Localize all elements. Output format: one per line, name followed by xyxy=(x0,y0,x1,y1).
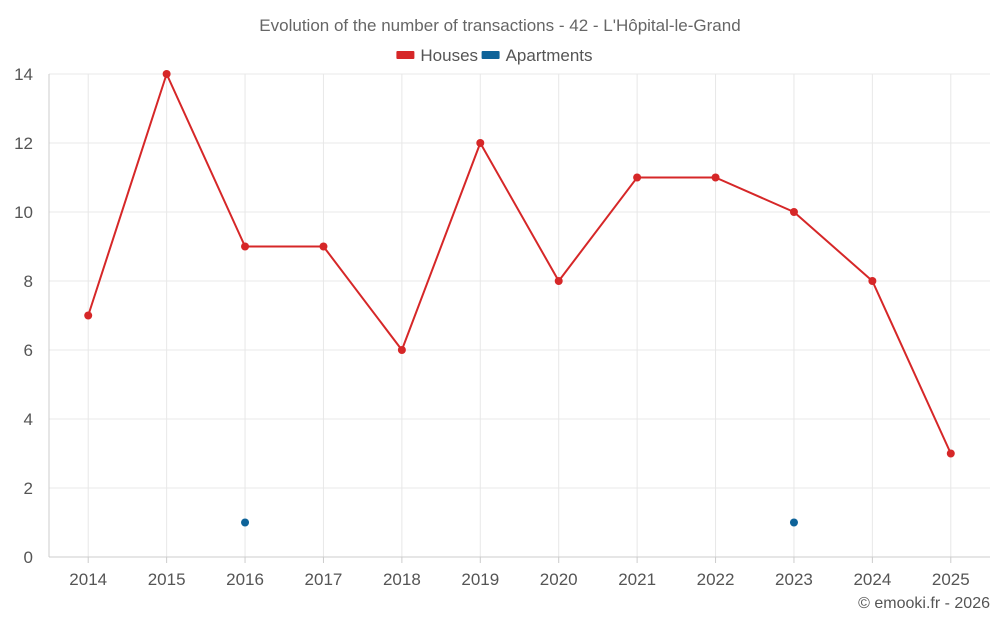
credit: © emooki.fr - 2026 xyxy=(858,595,990,612)
data-point[interactable] xyxy=(397,346,406,354)
legend-label: Houses xyxy=(420,46,478,65)
legend-item-apartments[interactable]: Apartments xyxy=(481,46,593,65)
data-point[interactable] xyxy=(241,518,250,527)
y-tick-label: 6 xyxy=(24,341,33,360)
data-point[interactable] xyxy=(789,208,798,216)
series-houses xyxy=(84,70,955,458)
legend-swatch xyxy=(481,51,500,59)
data-point[interactable] xyxy=(554,277,563,285)
y-tick-label: 10 xyxy=(14,203,33,222)
data-point[interactable] xyxy=(319,242,328,251)
data-point[interactable] xyxy=(241,242,250,251)
x-tick-label: 2015 xyxy=(148,570,186,589)
legend: Houses Apartments xyxy=(396,46,593,65)
data-point[interactable] xyxy=(633,173,642,182)
data-point[interactable] xyxy=(84,311,93,320)
y-tick-label: 4 xyxy=(24,410,33,429)
y-tick-label: 0 xyxy=(24,548,33,567)
x-tick-label: 2023 xyxy=(775,570,813,589)
legend-item-houses[interactable]: Houses xyxy=(396,46,478,65)
x-tick-label: 2024 xyxy=(853,570,891,589)
legend-label: Apartments xyxy=(506,46,593,65)
data-point[interactable] xyxy=(946,449,955,458)
chart-title: Evolution of the number of transactions … xyxy=(259,16,740,35)
x-tick-label: 2014 xyxy=(69,570,107,589)
x-tick-label: 2019 xyxy=(461,570,499,589)
y-tick-label: 8 xyxy=(24,272,33,291)
series xyxy=(84,70,955,527)
y-tick-label: 2 xyxy=(24,479,33,498)
data-point[interactable] xyxy=(476,139,485,147)
y-tick-label: 14 xyxy=(14,65,33,84)
x-tick-label: 2025 xyxy=(932,570,970,589)
axes: 0 2 4 6 8 10 12 14 2014 2015 2016 2017 2018 2019 2020 2… xyxy=(14,65,990,589)
x-tick-label: 2017 xyxy=(305,570,343,589)
data-point[interactable] xyxy=(162,70,171,78)
grid xyxy=(49,73,990,557)
series-line xyxy=(87,73,952,454)
data-point[interactable] xyxy=(789,518,798,527)
x-tick-label: 2020 xyxy=(540,570,578,589)
x-tick-label: 2018 xyxy=(383,570,421,589)
legend-swatch xyxy=(396,51,415,59)
data-point[interactable] xyxy=(711,173,720,182)
x-tick-label: 2021 xyxy=(618,570,656,589)
y-tick-label: 12 xyxy=(14,134,33,153)
data-point[interactable] xyxy=(868,277,877,285)
x-tick-label: 2022 xyxy=(697,570,735,589)
series-apartments xyxy=(241,518,798,527)
x-tick-label: 2016 xyxy=(226,570,264,589)
